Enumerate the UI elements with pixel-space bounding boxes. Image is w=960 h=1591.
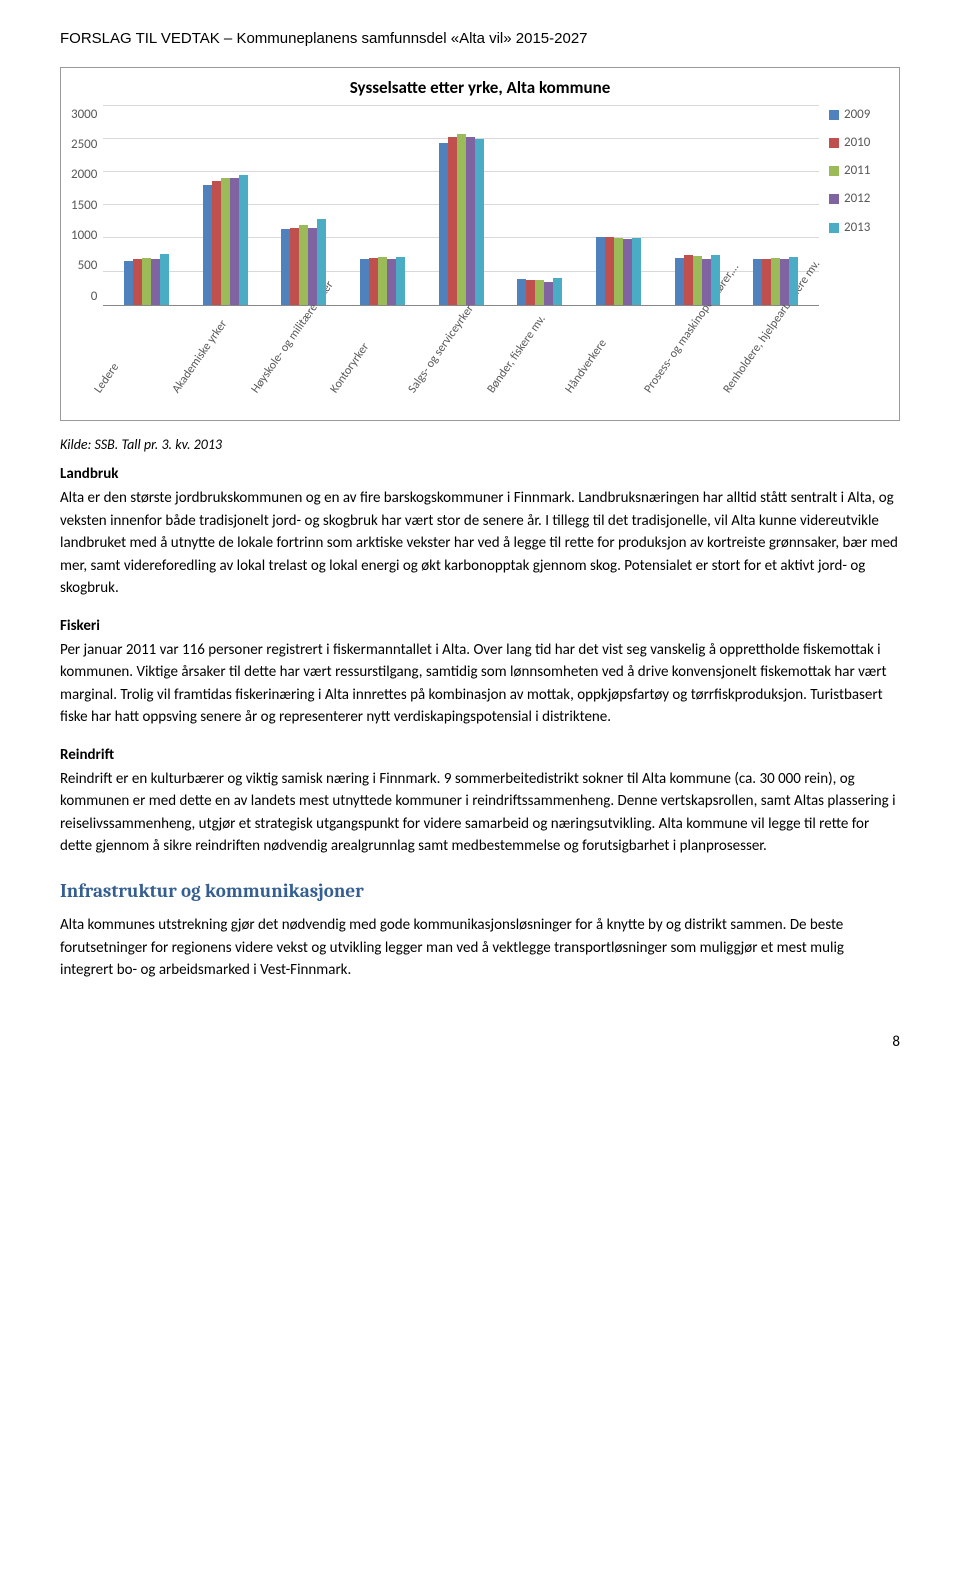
bar: [753, 259, 762, 304]
bar: [711, 255, 720, 305]
legend-swatch: [829, 138, 839, 148]
bar: [614, 238, 623, 305]
bar: [605, 237, 614, 304]
y-tick-label: 2000: [71, 166, 97, 184]
legend-label: 2009: [844, 106, 870, 124]
bar: [596, 237, 605, 304]
bar: [387, 259, 396, 304]
bar: [239, 175, 248, 305]
section-text-fiskeri: Per januar 2011 var 116 personer registr…: [60, 639, 900, 729]
bar: [281, 229, 290, 305]
bar: [632, 238, 641, 305]
category-group: [203, 175, 248, 305]
bar: [124, 261, 133, 304]
legend-swatch: [829, 223, 839, 233]
legend-swatch: [829, 166, 839, 176]
bar: [290, 228, 299, 305]
grid-line: [103, 105, 819, 106]
section-head-reindrift: Reindrift: [60, 745, 900, 766]
y-tick-label: 0: [91, 288, 98, 306]
y-tick-label: 2500: [71, 136, 97, 154]
document-header: FORSLAG TIL VEDTAK – Kommuneplanens samf…: [60, 28, 900, 49]
heading-infrastruktur: Infrastruktur og kommunikasjoner: [60, 878, 900, 905]
category-group: [675, 255, 720, 305]
category-group: [753, 257, 798, 305]
bar: [544, 282, 553, 305]
chart-body: 3000 2500 2000 1500 1000 500 0 LedereAkademisk…: [71, 106, 889, 416]
bar: [448, 137, 457, 305]
bar: [142, 258, 151, 305]
legend-item: 2010: [829, 134, 889, 152]
bar: [780, 259, 789, 304]
plot-wrap: LedereAkademiske yrkerHøyskole- og milit…: [103, 106, 819, 416]
bar: [378, 257, 387, 304]
bar: [317, 219, 326, 304]
page-number: 8: [60, 1032, 900, 1053]
legend-label: 2012: [844, 190, 870, 208]
legend-item: 2011: [829, 162, 889, 180]
bar: [396, 257, 405, 305]
category-group: [124, 254, 169, 305]
y-tick-label: 3000: [71, 106, 97, 124]
bar: [360, 259, 369, 304]
legend-item: 2009: [829, 106, 889, 124]
y-tick-label: 500: [78, 257, 98, 275]
bar: [203, 185, 212, 305]
bar: [221, 178, 230, 305]
category-group: [439, 134, 484, 305]
chart-container: Sysselsatte etter yrke, Alta kommune 300…: [60, 67, 900, 421]
bar: [133, 259, 142, 304]
chart-title: Sysselsatte etter yrke, Alta kommune: [71, 76, 889, 100]
legend-item: 2013: [829, 219, 889, 237]
legend-swatch: [829, 110, 839, 120]
bar: [684, 255, 693, 304]
section-text-landbruk: Alta er den største jordbrukskommunen og…: [60, 487, 900, 600]
bar: [369, 258, 378, 305]
bar: [151, 259, 160, 304]
y-axis: 3000 2500 2000 1500 1000 500 0: [71, 106, 103, 306]
bar: [553, 278, 562, 305]
bar: [466, 137, 475, 304]
plot-area: [103, 106, 819, 306]
legend: 2009 2010 2011 2012 2013: [819, 106, 889, 237]
bar: [693, 256, 702, 305]
bar: [517, 279, 526, 304]
bar: [475, 139, 484, 304]
bar: [535, 280, 544, 305]
legend-label: 2011: [844, 162, 870, 180]
y-tick-label: 1500: [71, 197, 97, 215]
category-group: [360, 257, 405, 305]
bar: [457, 134, 466, 305]
legend-label: 2010: [844, 134, 870, 152]
category-group: [517, 278, 562, 305]
bar: [702, 259, 711, 304]
bar: [623, 239, 632, 304]
bar: [212, 181, 221, 304]
section-head-fiskeri: Fiskeri: [60, 616, 900, 637]
legend-swatch: [829, 194, 839, 204]
bar: [299, 225, 308, 305]
bar: [675, 258, 684, 305]
x-axis-labels: LedereAkademiske yrkerHøyskole- og milit…: [103, 306, 819, 416]
category-group: [281, 219, 326, 304]
section-text-reindrift: Reindrift er en kulturbærer og viktig sa…: [60, 768, 900, 858]
bar: [771, 258, 780, 305]
bar: [160, 254, 169, 305]
legend-label: 2013: [844, 219, 870, 237]
bar: [230, 178, 239, 305]
bar: [439, 143, 448, 304]
category-group: [596, 237, 641, 304]
section-text-infrastruktur: Alta kommunes utstrekning gjør det nødve…: [60, 914, 900, 982]
bar: [762, 259, 771, 304]
section-head-landbruk: Landbruk: [60, 464, 900, 485]
bar: [789, 257, 798, 305]
legend-item: 2012: [829, 190, 889, 208]
y-tick-label: 1000: [71, 227, 97, 245]
bar: [308, 228, 317, 305]
bar: [526, 280, 535, 305]
